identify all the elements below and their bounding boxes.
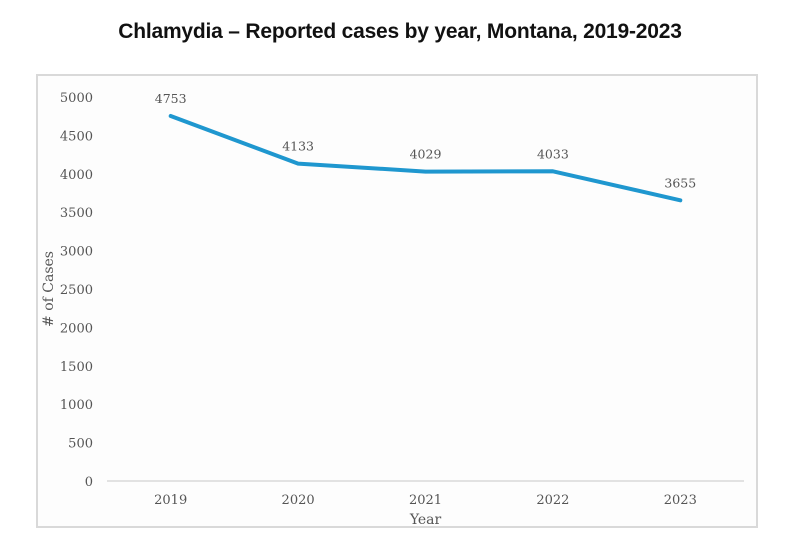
data-label: 3655: [664, 175, 696, 190]
y-tick-label: 1500: [60, 360, 93, 375]
y-tick-label: 2500: [60, 283, 93, 298]
x-tick-label: 2020: [282, 493, 315, 508]
data-label: 4133: [282, 139, 314, 154]
y-tick-label: 3000: [60, 245, 93, 260]
data-label: 4029: [410, 147, 442, 162]
x-tick-label: 2023: [664, 493, 697, 508]
y-tick-label: 3500: [60, 206, 93, 221]
x-tick-label: 2022: [536, 493, 569, 508]
x-tick-label: 2019: [154, 493, 187, 508]
y-tick-label: 4500: [60, 129, 93, 144]
data-labels: 4753 4133 4029 4033 3655: [155, 91, 696, 190]
data-label: 4033: [537, 146, 569, 161]
y-tick-label: 5000: [60, 91, 93, 106]
chart-frame: [36, 74, 758, 528]
y-tick-label: 1000: [60, 398, 93, 413]
x-axis-ticks: 2019 2020 2021 2022 2023: [154, 493, 697, 508]
x-tick-label: 2021: [409, 493, 442, 508]
chart-title: Chlamydia – Reported cases by year, Mont…: [118, 20, 682, 43]
y-tick-label: 0: [85, 475, 93, 490]
y-tick-label: 500: [68, 437, 93, 452]
data-label: 4753: [155, 91, 187, 106]
x-axis-title: Year: [409, 512, 442, 528]
y-tick-label: 4000: [60, 168, 93, 183]
series-line-reported-cases: [168, 114, 683, 203]
y-axis-title: # of Cases: [41, 251, 57, 327]
y-tick-label: 2000: [60, 321, 93, 336]
y-axis-ticks: 0 500 1000 1500 2000 2500 3000 3500 4000 4500 5000: [60, 91, 93, 490]
